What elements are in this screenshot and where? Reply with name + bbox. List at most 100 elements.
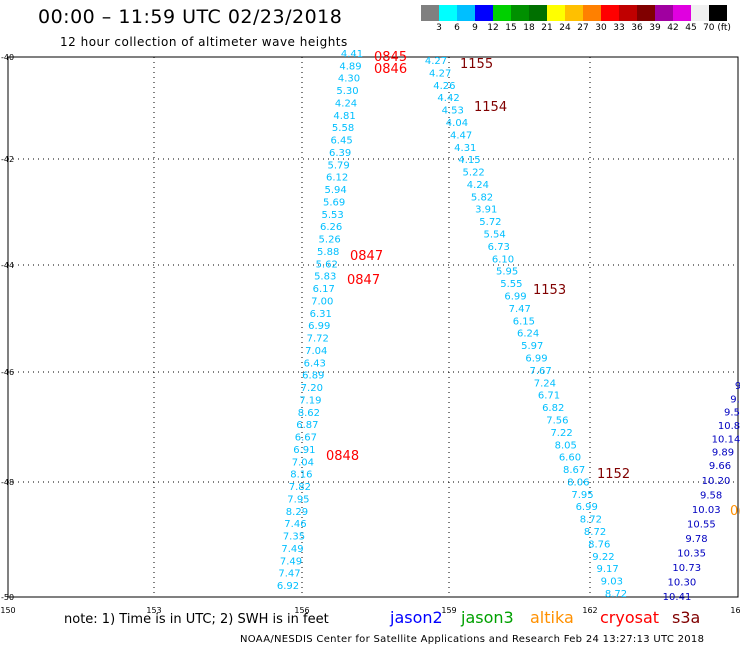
legend-label: 15 [505,23,517,33]
wave-height-value: 8.72 [584,527,606,538]
legend-swatch [583,5,601,21]
wave-height-value: 10.35 [677,549,706,560]
wave-height-value: 4.30 [338,74,360,85]
wave-height-value: 8.06 [567,477,589,488]
map-subtitle: 12 hour collection of altimeter wave hei… [60,35,348,49]
wave-height-value: 6.45 [330,136,352,147]
legend-label: 6 [454,23,460,33]
legend-swatch [421,5,439,21]
latitude-label: -48 [1,478,14,487]
legend-label: 9 [472,23,478,33]
wave-height-value: 4.31 [454,143,476,154]
pass-time-label: 0847 [347,273,380,288]
wave-height-value: 10.20 [702,476,731,487]
wave-height-value: 4.42 [437,93,459,104]
legend-swatch [493,5,511,21]
wave-height-value: 7.04 [305,346,327,357]
wave-height-value: 5.26 [319,235,341,246]
legend-swatch [457,5,475,21]
pass-time-label: 1152 [597,467,630,482]
map-title: 00:00 – 11:59 UTC 02/23/2018 [38,6,343,28]
wave-height-value: 7.20 [301,383,323,394]
wave-height-value: 5.54 [483,230,505,241]
wave-height-value: 6.10 [492,254,514,265]
legend-label: 45 [685,23,697,33]
sat-label-altika: altika [530,608,574,627]
sat-label-jason3: jason3 [461,608,514,627]
wave-height-value: 7.95 [287,494,309,505]
wave-height-value: 8.76 [588,539,610,550]
wave-height-value: 6.99 [576,502,598,513]
wave-height-value: 8.29 [286,507,308,518]
latitude-label: -50 [1,593,14,602]
wave-height-value: 8.72 [580,515,602,526]
wave-height-value: 9 [735,381,740,392]
legend-swatch [565,5,583,21]
wave-height-value: 6.17 [313,284,335,295]
wave-height-value: 9.89 [712,448,734,459]
latitude-label: -44 [1,261,14,270]
wave-height-value: 10.55 [687,520,716,531]
legend-swatch [475,5,493,21]
sat-label-s3a: s3a [672,608,701,627]
wave-height-value: 4.04 [446,118,468,129]
legend-swatch [637,5,655,21]
note-text: note: 1) Time is in UTC; 2) SWH is in fe… [64,612,329,627]
wave-height-value: 7.22 [550,428,572,439]
pass-time-label: 1154 [474,100,507,115]
longitude-label: 156 [294,606,309,615]
legend-swatch [439,5,457,21]
wave-height-value: 6.82 [542,403,564,414]
wave-height-value: 6.99 [308,321,330,332]
wave-height-value: 5.22 [463,168,485,179]
wave-height-value: 6.73 [488,242,510,253]
legend-label: 30 [595,23,607,33]
wave-height-value: 6.39 [329,148,351,159]
wave-height-value: 9. [730,394,740,405]
legend-label: 33 [613,23,625,33]
wave-height-value: 3.91 [475,205,497,216]
latitude-label: -40 [1,53,14,62]
wave-height-value: 10.41 [663,592,692,603]
pass-time-label: 0845 [374,50,407,65]
wave-height-value: 5.83 [314,272,336,283]
longitude-label: 150 [0,606,15,615]
wave-height-value: 5.62 [316,259,338,270]
wave-height-value: 10.14 [712,434,740,445]
wave-height-value: 4.81 [333,111,355,122]
wave-height-value: 7.47 [509,304,531,315]
wave-height-value: 5.72 [479,217,501,228]
legend-label: 39 [649,23,661,33]
wave-height-value: 9.17 [596,564,618,575]
wave-height-value: 6.12 [326,173,348,184]
wave-height-value: 7.82 [289,482,311,493]
wave-height-value: 10.8 [718,421,740,432]
wave-height-value: 4.15 [458,155,480,166]
sat-label-jason2: jason2 [390,608,443,627]
wave-height-value: 8.16 [290,470,312,481]
wave-height-value: 7.46 [284,519,306,530]
pass-time-label: 0( [730,504,740,519]
wave-height-value: 9.03 [601,577,623,588]
sat-label-cryosat: cryosat [600,608,660,627]
wave-height-value: 7.00 [311,296,333,307]
axis-labels: -40 -42 -44 -46 -48 -50 150 153 156 159 162 165 [0,53,740,615]
wave-height-value: 5.69 [323,197,345,208]
wave-height-value: 6.91 [293,445,315,456]
longitude-label: 153 [146,606,161,615]
color-scale-legend [421,5,727,21]
legend-label: 42 [667,23,679,33]
altimeter-tracks: 4.414.894.305.304.244.815.586.456.395.79… [277,49,740,603]
wave-height-value: 5.97 [521,341,543,352]
wave-height-value: 5.94 [324,185,346,196]
wave-height-value: 9.22 [592,552,614,563]
wave-height-value: 7.49 [280,556,302,567]
pass-time-label: 1155 [460,57,493,72]
wave-height-value: 10.73 [672,563,701,574]
wave-height-value: 9.66 [709,461,731,472]
wave-height-value: 8.62 [298,408,320,419]
wave-height-value: 8.67 [563,465,585,476]
wave-height-value: 6.92 [277,581,299,592]
legend-swatch [673,5,691,21]
legend-label: 21 [541,23,553,33]
